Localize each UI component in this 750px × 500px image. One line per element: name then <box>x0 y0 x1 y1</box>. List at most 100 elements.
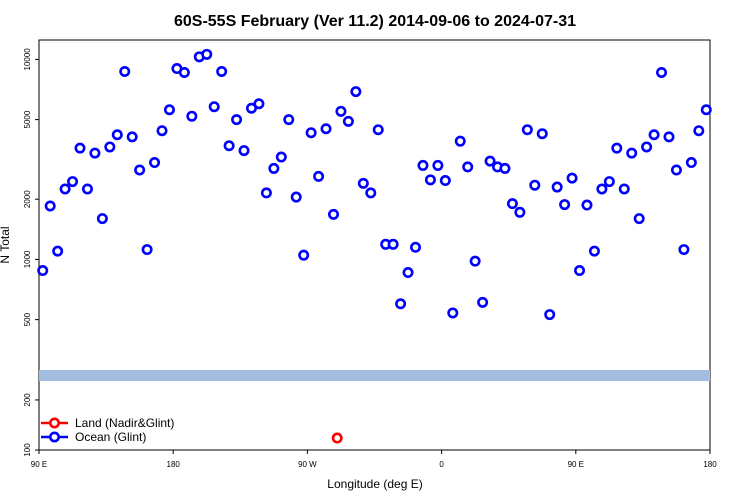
data-point-ocean-11 <box>119 65 131 77</box>
data-point-ocean-20 <box>186 110 198 122</box>
data-point-ocean-76 <box>603 176 615 188</box>
data-point-ocean-41 <box>342 115 354 127</box>
legend-ocean-label: Ocean (Glint) <box>75 430 146 444</box>
data-point-ocean-7 <box>89 147 101 159</box>
data-point-ocean-34 <box>290 191 302 203</box>
data-point-ocean-59 <box>477 296 489 308</box>
y-tick-label-upper-3: 5000 <box>23 110 32 128</box>
data-point-ocean-60 <box>484 155 496 167</box>
data-point-ocean-65 <box>521 124 533 136</box>
legend: Land (Nadir&Glint) Ocean (Glint) <box>41 416 174 444</box>
data-point-ocean-6 <box>81 183 93 195</box>
data-point-ocean-1 <box>44 200 56 212</box>
data-point-ocean-30 <box>260 187 272 199</box>
data-point-ocean-26 <box>231 114 243 126</box>
data-point-ocean-75 <box>596 183 608 195</box>
data-point-ocean-67 <box>536 128 548 140</box>
data-point-ocean-31 <box>268 162 280 174</box>
data-point-ocean-50 <box>410 241 422 253</box>
x-axis: 90 E 180 90 W 0 90 E 180 <box>31 450 717 469</box>
data-point-ocean-0 <box>37 265 49 277</box>
data-point-ocean-62 <box>499 162 511 174</box>
data-point-ocean-12 <box>126 131 138 143</box>
data-point-ocean-57 <box>462 161 474 173</box>
data-point-ocean-79 <box>626 147 638 159</box>
data-point-ocean-44 <box>365 187 377 199</box>
x-tick-label-1: 180 <box>167 460 181 469</box>
legend-land-marker <box>48 417 60 429</box>
data-point-ocean-80 <box>633 213 645 225</box>
data-point-ocean-51 <box>417 159 429 171</box>
data-point-ocean-8 <box>96 213 108 225</box>
data-point-ocean-3 <box>59 183 71 195</box>
data-point-ocean-24 <box>216 65 228 77</box>
data-point-ocean-66 <box>529 179 541 191</box>
data-point-ocean-88 <box>693 125 705 137</box>
data-point-ocean-86 <box>678 244 690 256</box>
data-point-ocean-23 <box>208 101 220 113</box>
y-tick-label-lower-0: 100 <box>23 443 32 457</box>
section-separator-band <box>39 370 710 381</box>
legend-item-ocean: Ocean (Glint) <box>41 430 146 444</box>
x-tick-label-4: 90 E <box>568 460 584 469</box>
data-point-ocean-19 <box>178 66 190 78</box>
data-point-ocean-85 <box>670 164 682 176</box>
data-point-land-0 <box>331 432 343 444</box>
legend-ocean-marker <box>48 431 60 443</box>
data-point-ocean-42 <box>350 86 362 98</box>
data-point-ocean-4 <box>67 176 79 188</box>
data-point-ocean-47 <box>387 238 399 250</box>
y-tick-label-upper-2: 2000 <box>23 190 32 208</box>
data-point-ocean-48 <box>395 298 407 310</box>
data-point-ocean-72 <box>574 265 586 277</box>
data-point-ocean-22 <box>201 48 213 60</box>
data-point-ocean-45 <box>372 124 384 136</box>
data-point-ocean-81 <box>641 141 653 153</box>
data-point-ocean-52 <box>424 174 436 186</box>
x-tick-label-0: 90 E <box>31 460 47 469</box>
data-point-ocean-64 <box>514 206 526 218</box>
data-point-ocean-56 <box>454 135 466 147</box>
y-tick-label-upper-1: 1000 <box>23 250 32 268</box>
data-point-ocean-27 <box>238 145 250 157</box>
data-point-ocean-33 <box>283 114 295 126</box>
data-point-ocean-55 <box>447 307 459 319</box>
data-point-ocean-71 <box>566 172 578 184</box>
data-point-ocean-43 <box>357 177 369 189</box>
y-tick-label-upper-4: 10000 <box>23 48 32 71</box>
data-point-ocean-32 <box>275 151 287 163</box>
y-tick-label-upper-0: 500 <box>23 312 32 326</box>
data-point-ocean-35 <box>298 249 310 261</box>
data-point-ocean-74 <box>588 245 600 257</box>
y-tick-label-lower-1: 200 <box>23 393 32 407</box>
x-tick-label-2: 90 W <box>298 460 317 469</box>
data-point-ocean-15 <box>149 157 161 169</box>
legend-item-land: Land (Nadir&Glint) <box>41 416 174 430</box>
data-point-ocean-13 <box>134 164 146 176</box>
data-point-ocean-17 <box>163 104 175 116</box>
data-point-ocean-36 <box>305 127 317 139</box>
data-point-ocean-69 <box>551 181 563 193</box>
data-point-ocean-82 <box>648 129 660 141</box>
y-axis-label: N Total <box>0 226 12 263</box>
data-point-ocean-68 <box>544 309 556 321</box>
data-point-ocean-58 <box>469 255 481 267</box>
data-point-ocean-77 <box>611 142 623 154</box>
data-point-ocean-63 <box>506 198 518 210</box>
data-point-ocean-73 <box>581 199 593 211</box>
data-point-ocean-84 <box>663 131 675 143</box>
data-point-ocean-28 <box>245 102 257 114</box>
data-point-ocean-14 <box>141 244 153 256</box>
data-point-ocean-29 <box>253 98 265 110</box>
data-point-ocean-5 <box>74 142 86 154</box>
data-points <box>37 48 712 444</box>
data-point-ocean-40 <box>335 105 347 117</box>
data-point-ocean-53 <box>432 159 444 171</box>
data-point-ocean-2 <box>52 245 64 257</box>
data-point-ocean-37 <box>313 170 325 182</box>
data-point-ocean-16 <box>156 125 168 137</box>
data-point-ocean-89 <box>700 104 712 116</box>
y-axis: 500 1000 2000 5000 10000 100 200 <box>23 48 39 457</box>
data-point-ocean-9 <box>104 141 116 153</box>
